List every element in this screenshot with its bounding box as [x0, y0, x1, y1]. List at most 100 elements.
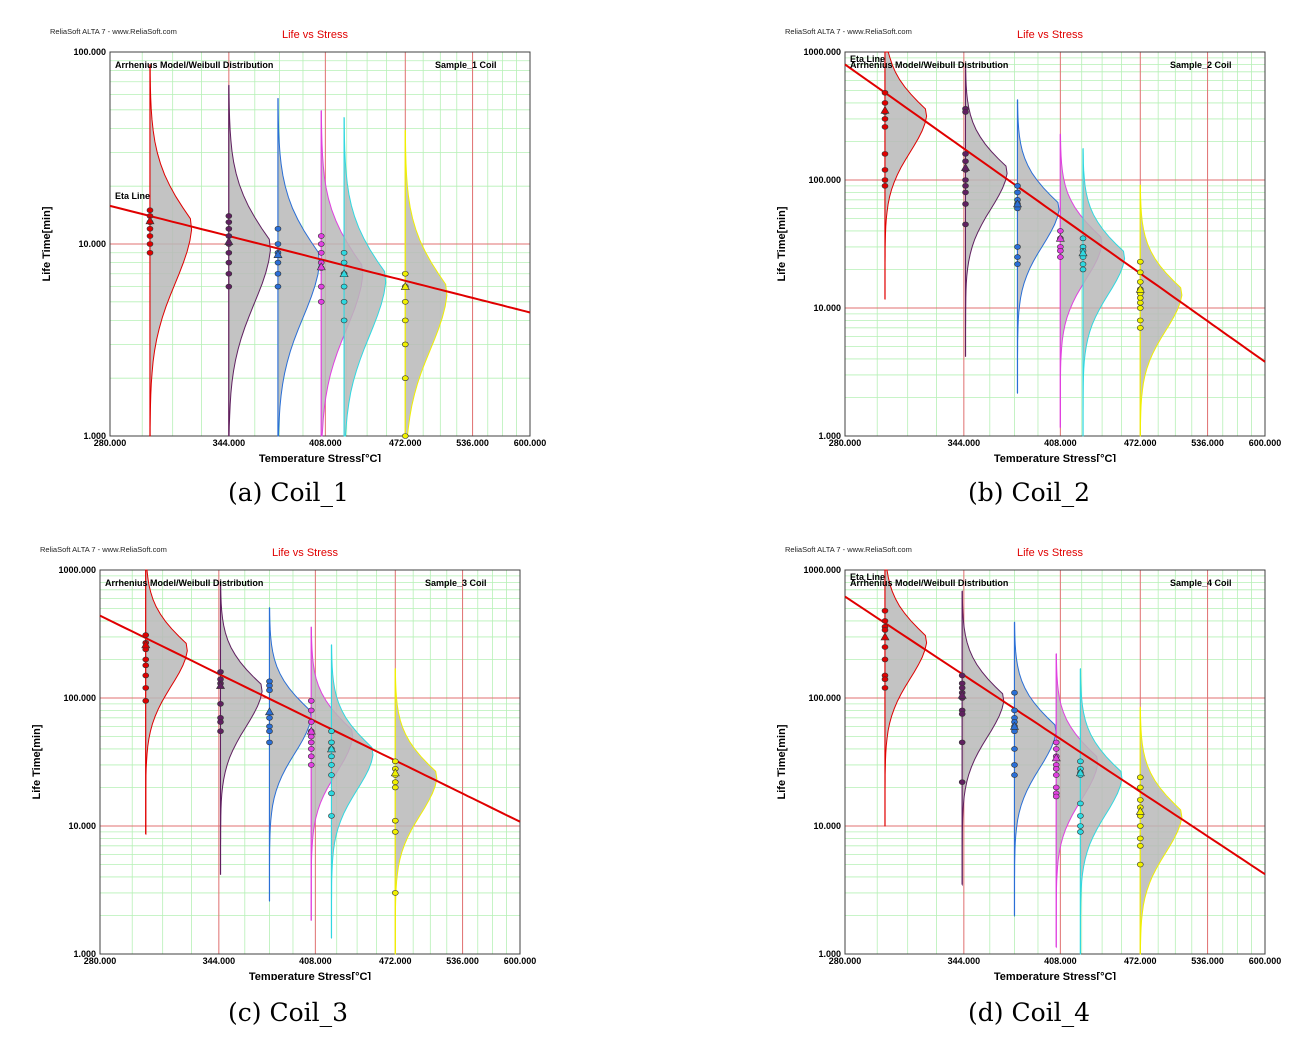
- data-point: [958, 779, 966, 785]
- data-point: [1052, 739, 1060, 746]
- data-point: [274, 270, 282, 277]
- data-point: [881, 183, 889, 189]
- pdf-curve: [394, 668, 438, 955]
- plot-border: [99, 569, 521, 955]
- data-point: [142, 685, 150, 691]
- pdf-curve: [145, 569, 188, 836]
- y-tick-label: 1000.000: [803, 565, 841, 575]
- data-point: [307, 739, 315, 746]
- data-point: [317, 233, 325, 239]
- x-tick-label: 536.000: [456, 438, 489, 448]
- data-point: [1136, 823, 1144, 829]
- caption-a: (a) Coil_1: [228, 478, 349, 507]
- data-point: [1057, 228, 1064, 234]
- data-point: [1136, 279, 1144, 285]
- eta-marker: [1075, 768, 1085, 777]
- data-point: [881, 656, 889, 663]
- data-point: [958, 711, 966, 717]
- data-point: [1077, 829, 1084, 835]
- data-point: [881, 618, 889, 624]
- data-point: [1136, 305, 1144, 311]
- eta-marker: [141, 640, 151, 649]
- data-point: [1136, 258, 1144, 265]
- y-tick-label: 100.000: [808, 175, 841, 185]
- data-point: [962, 201, 969, 207]
- data-point: [1079, 266, 1087, 273]
- data-point: [266, 723, 273, 730]
- plot-border: [844, 51, 1266, 437]
- eta-marker: [1078, 248, 1088, 257]
- data-point: [1052, 746, 1060, 752]
- pdf-curve: [330, 644, 374, 939]
- pdf-curve: [1082, 147, 1126, 437]
- chart-svg-d: ReliaSoft ALTA 7 - www.ReliaSoft.com Life…: [776, 545, 1282, 980]
- pdf-curve: [961, 590, 1005, 887]
- eta-marker: [1055, 233, 1065, 242]
- data-point: [1014, 183, 1021, 189]
- x-tick-label: 344.000: [948, 438, 981, 448]
- caption-d: (d) Coil_4: [968, 998, 1091, 1027]
- chart-panel-b: ReliaSoft ALTA 7 - www.ReliaSoft.com Life…: [775, 22, 1295, 527]
- chart-title: Life vs Stress: [282, 29, 349, 41]
- chart-title: Life vs Stress: [1017, 547, 1084, 559]
- data-point: [146, 249, 154, 256]
- data-point: [217, 719, 224, 725]
- data-point: [401, 270, 409, 277]
- pdf-curve: [268, 607, 312, 902]
- x-tick-label: 600.000: [1249, 956, 1282, 966]
- y-axis-label: Life Time[min]: [776, 724, 788, 799]
- data-point: [340, 249, 348, 256]
- data-point: [1011, 762, 1018, 768]
- data-point: [142, 656, 150, 663]
- y-tick-label: 10.000: [68, 821, 96, 831]
- data-point: [146, 241, 154, 247]
- data-point: [881, 644, 889, 650]
- data-point: [225, 283, 233, 290]
- data-point: [958, 672, 966, 679]
- data-point: [391, 890, 399, 896]
- data-point: [1136, 843, 1144, 849]
- eta-marker: [880, 105, 890, 114]
- data-point: [142, 672, 150, 679]
- data-point: [328, 762, 335, 768]
- x-tick-label: 472.000: [389, 438, 422, 448]
- data-point: [340, 298, 348, 305]
- y-axis-label: Life Time[min]: [31, 724, 43, 799]
- chart-title: Life vs Stress: [272, 547, 339, 559]
- data-point: [881, 90, 889, 96]
- pdf-curve: [1139, 706, 1183, 955]
- software-label: ReliaSoft ALTA 7 - www.ReliaSoft.com: [50, 27, 177, 36]
- x-tick-label: 344.000: [203, 956, 236, 966]
- data-point: [146, 225, 154, 232]
- x-tick-label: 280.000: [829, 438, 862, 448]
- x-tick-label: 600.000: [1249, 438, 1282, 448]
- data-point: [401, 341, 409, 348]
- data-point: [1077, 758, 1084, 765]
- eta-marker: [1009, 721, 1019, 730]
- data-point: [1011, 707, 1018, 714]
- eta-marker: [306, 726, 316, 735]
- model-label: Arrhenius Model/Weibull Distribution: [850, 578, 1008, 588]
- data-point: [1014, 261, 1021, 267]
- data-point: [881, 151, 889, 157]
- data-point: [881, 676, 889, 683]
- model-label: Arrhenius Model/Weibull Distribution: [850, 60, 1008, 70]
- data-point: [1136, 835, 1144, 842]
- data-point: [328, 813, 335, 819]
- data-point: [266, 715, 273, 721]
- data-point: [307, 762, 315, 768]
- data-point: [391, 784, 399, 791]
- eta-marker: [880, 632, 890, 641]
- eta-marker: [224, 236, 234, 245]
- y-tick-label: 1000.000: [58, 565, 96, 575]
- data-point: [962, 109, 969, 115]
- x-tick-label: 280.000: [84, 956, 117, 966]
- x-tick-label: 408.000: [299, 956, 332, 966]
- chart-svg-a: ReliaSoft ALTA 7 - www.ReliaSoft.com Life…: [41, 27, 546, 462]
- eta-marker: [1051, 753, 1061, 762]
- sample-label: Sample_4 Coil: [1170, 578, 1232, 588]
- data-point: [1136, 317, 1144, 324]
- data-point: [142, 698, 150, 704]
- data-point: [328, 772, 335, 778]
- data-point: [1052, 784, 1060, 791]
